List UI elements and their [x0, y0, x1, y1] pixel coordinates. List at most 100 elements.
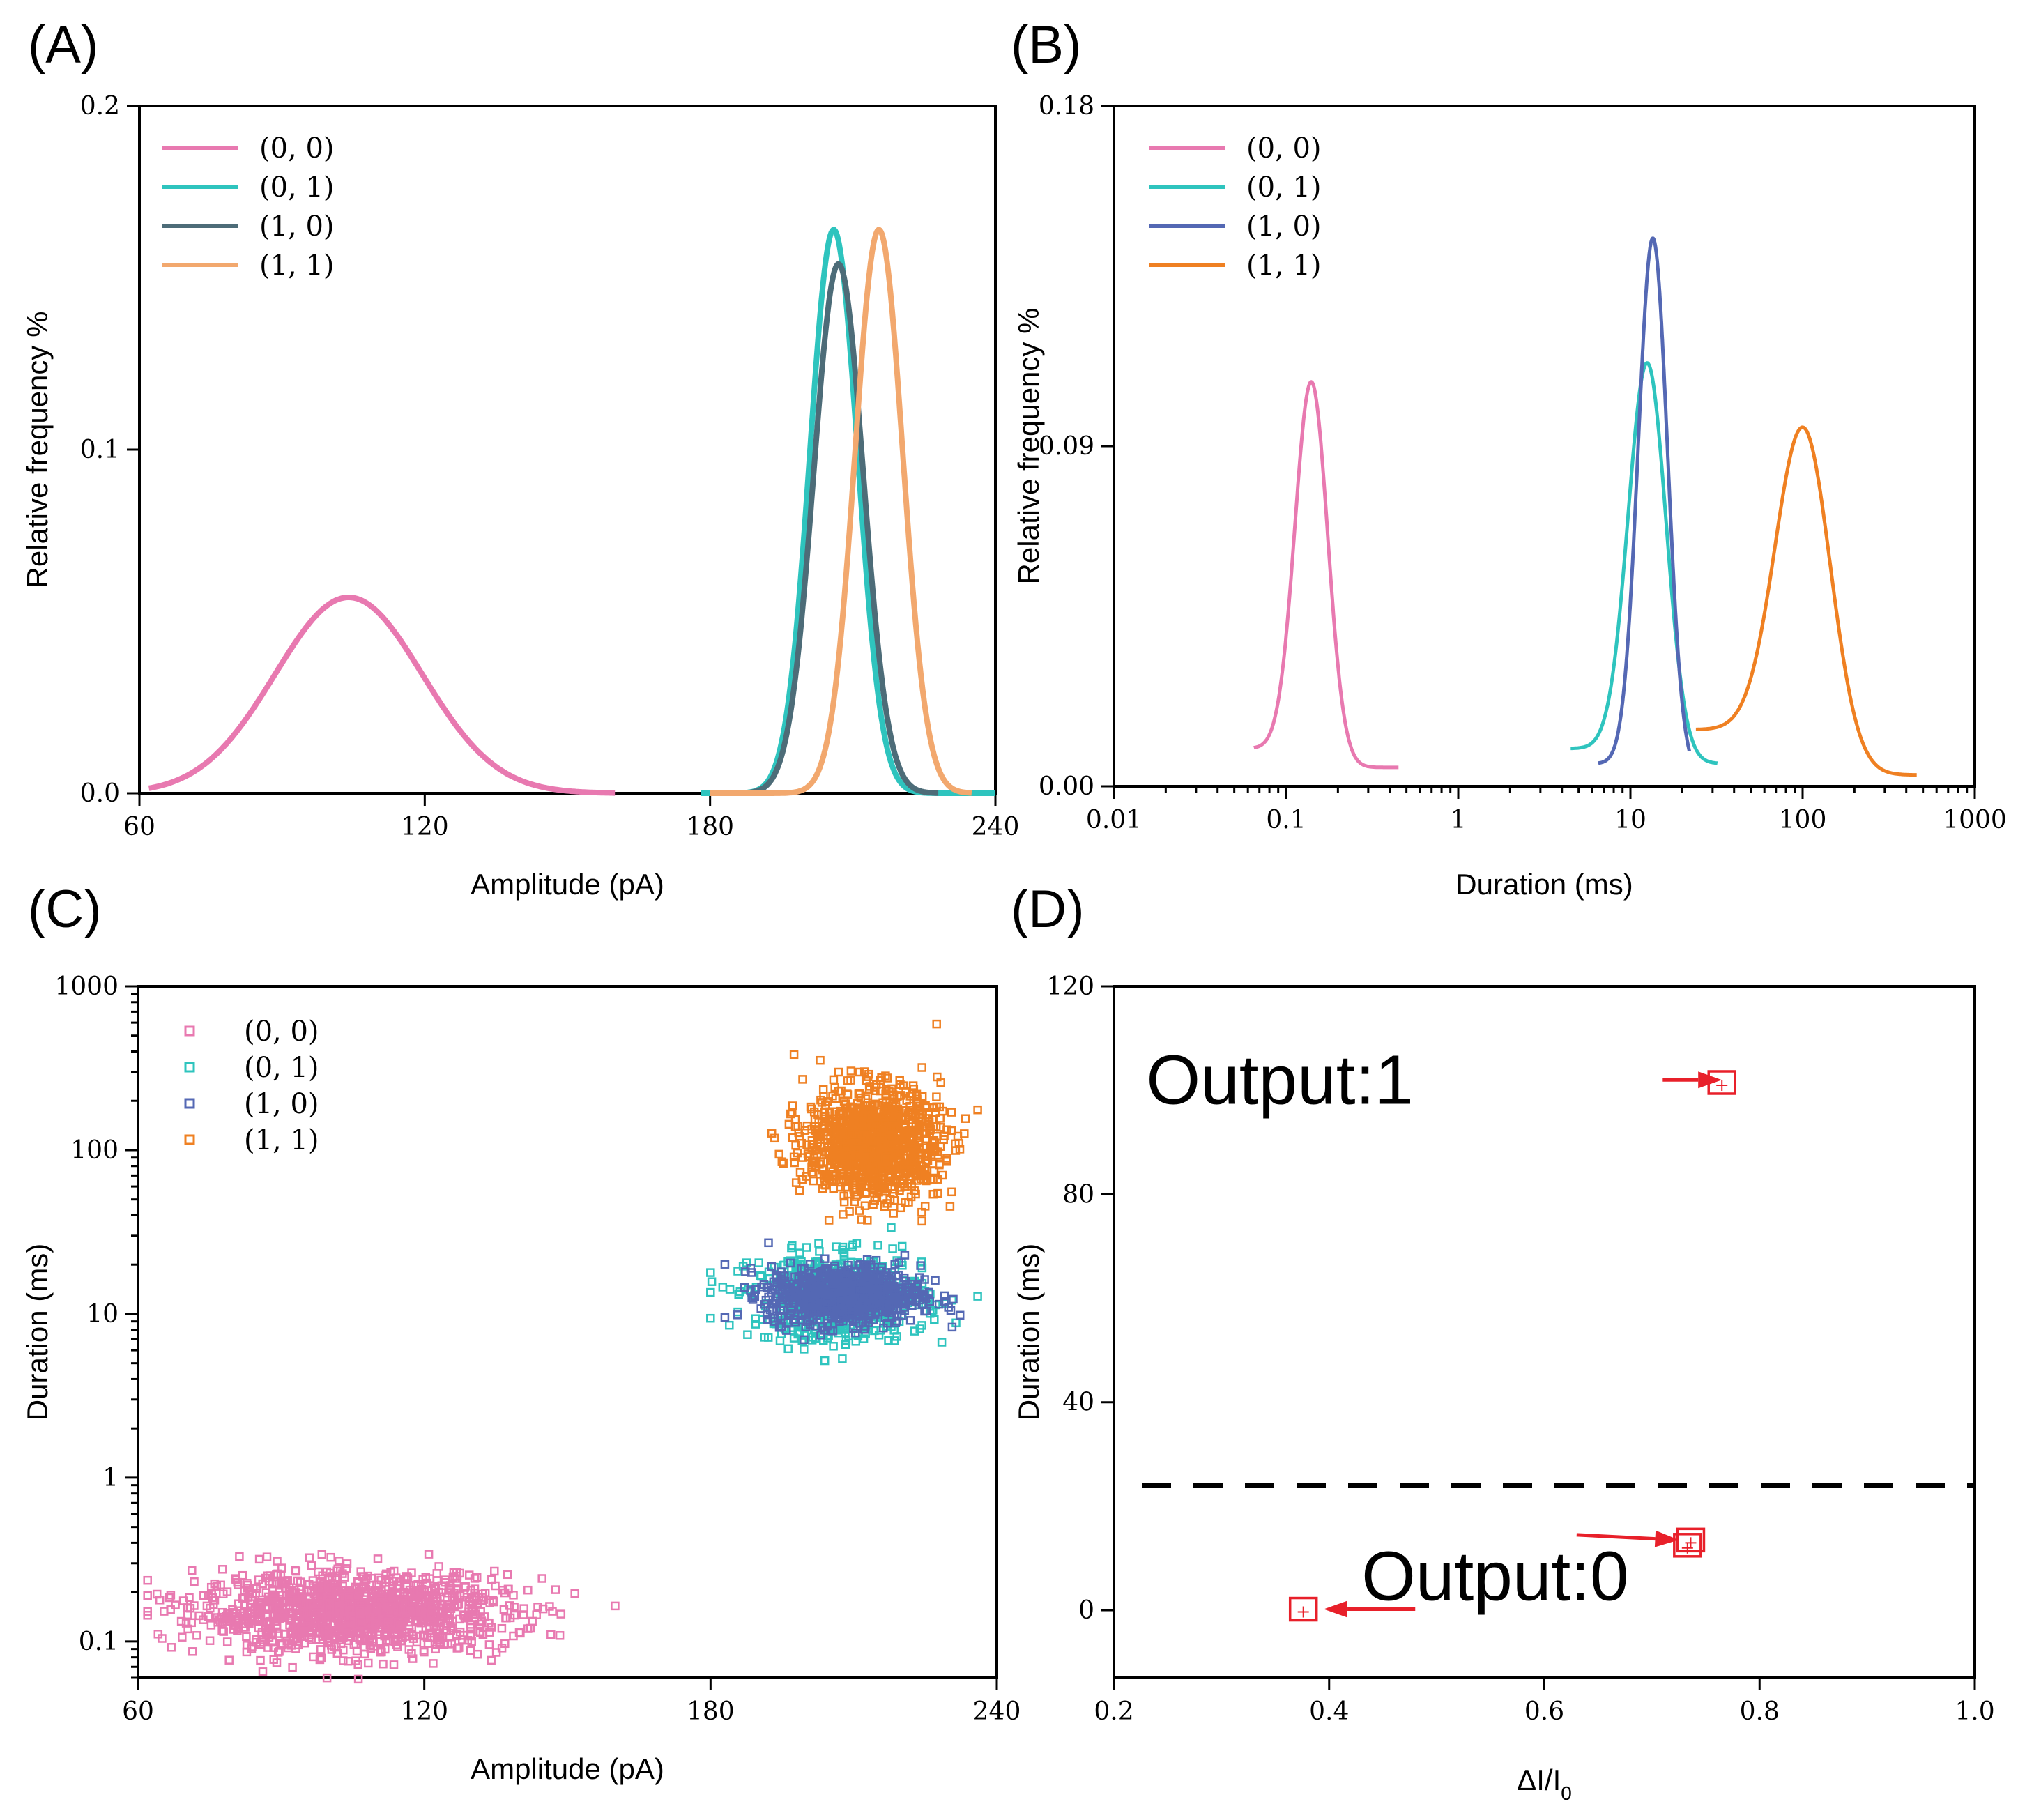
data-point: [335, 1566, 345, 1576]
data-point: [879, 1285, 889, 1294]
data-point: [256, 1655, 265, 1665]
data-point: [901, 1126, 910, 1135]
data-point: [836, 1086, 846, 1096]
x-axis-label: Amplitude (pA): [471, 1752, 664, 1785]
data-point: [888, 1294, 898, 1304]
legend-label: (0, 0): [259, 132, 335, 165]
data-point: [794, 1297, 804, 1306]
legend-marker: [184, 1134, 195, 1145]
data-point: [853, 1190, 862, 1200]
data-point: [955, 1145, 965, 1154]
data-point: [503, 1570, 512, 1580]
data-point: [498, 1586, 507, 1595]
data-point: [770, 1262, 779, 1272]
data-point: [387, 1591, 396, 1600]
data-point: [364, 1658, 373, 1668]
data-point: [339, 1645, 348, 1655]
data-point: [853, 1104, 862, 1114]
data-point: [291, 1623, 300, 1632]
data-point: [499, 1605, 509, 1614]
data-point: [356, 1567, 365, 1576]
data-point: [491, 1581, 500, 1591]
data-point: [870, 1083, 879, 1092]
data-point: [391, 1637, 400, 1646]
data-point: [770, 1133, 779, 1143]
data-point: [425, 1633, 435, 1642]
series-points-2: [720, 1238, 965, 1345]
y-tick-label: 100: [70, 1136, 119, 1165]
legend-label: (1, 0): [259, 211, 335, 243]
data-point: [937, 1338, 947, 1347]
data-point: [326, 1552, 335, 1562]
x-tick-label: 60: [123, 813, 155, 841]
data-point: [510, 1610, 519, 1620]
data-point: [480, 1589, 490, 1598]
data-point: [166, 1591, 176, 1600]
data-point: [861, 1124, 871, 1134]
data-point: [706, 1313, 715, 1323]
data-point: [882, 1154, 892, 1164]
data-point: [899, 1131, 908, 1140]
data-point: [910, 1326, 919, 1336]
data-point: [922, 1175, 932, 1185]
data-point: [832, 1242, 841, 1251]
data-point: [408, 1654, 418, 1663]
data-point: [811, 1275, 820, 1285]
data-point: [879, 1323, 888, 1333]
data-point: [372, 1621, 381, 1630]
data-point: [920, 1202, 930, 1211]
y-tick-label: 10: [86, 1300, 119, 1329]
legend-label: (0, 0): [244, 1016, 319, 1048]
data-point: [887, 1268, 896, 1277]
data-point: [342, 1559, 352, 1568]
y-axis-label: Relative frequency %: [21, 312, 54, 588]
data-point: [487, 1623, 496, 1632]
data-point: [402, 1582, 411, 1591]
data-point: [611, 1601, 620, 1611]
data-point: [782, 1326, 791, 1335]
data-point: [809, 1176, 818, 1186]
data-point: [905, 1101, 915, 1111]
data-point: [961, 1114, 970, 1123]
data-point: [183, 1624, 192, 1634]
data-point: [791, 1140, 800, 1150]
data-point: [466, 1646, 475, 1655]
data-point: [218, 1565, 227, 1574]
data-point: [955, 1310, 965, 1320]
data-point: [462, 1593, 472, 1602]
data-point: [199, 1591, 208, 1600]
legend-label: (1, 0): [1246, 211, 1322, 243]
data-point: [357, 1584, 366, 1593]
x-axis-label: Duration (ms): [1455, 868, 1633, 901]
data-point: [314, 1567, 323, 1577]
data-point: [920, 1275, 929, 1284]
data-point: [801, 1322, 810, 1332]
y-axis-label: Relative frequency %: [1012, 308, 1045, 585]
data-point: [839, 1210, 848, 1219]
data-point: [484, 1618, 494, 1628]
data-point: [1288, 1596, 1318, 1622]
data-point: [917, 1263, 927, 1273]
data-point: [933, 1175, 942, 1184]
data-point: [881, 1089, 890, 1099]
data-point: [832, 1274, 842, 1283]
data-point: [960, 1129, 969, 1138]
data-point: [759, 1280, 769, 1290]
data-point: [864, 1085, 874, 1094]
data-point: [823, 1297, 832, 1307]
data-point: [339, 1656, 348, 1665]
data-point: [787, 1243, 796, 1253]
data-point: [855, 1206, 864, 1215]
x-axis-label: ΔI/I0: [1517, 1764, 1572, 1804]
data-point: [853, 1145, 862, 1154]
x-tick-label: 10: [1614, 806, 1646, 834]
data-point: [355, 1606, 365, 1615]
data-point: [919, 1300, 928, 1309]
series-line-0: [148, 595, 616, 796]
data-point: [790, 1115, 800, 1124]
data-point: [839, 1322, 849, 1331]
data-point: [783, 1344, 793, 1354]
data-point: [947, 1187, 956, 1197]
data-point: [973, 1105, 982, 1115]
data-point: [224, 1655, 234, 1665]
